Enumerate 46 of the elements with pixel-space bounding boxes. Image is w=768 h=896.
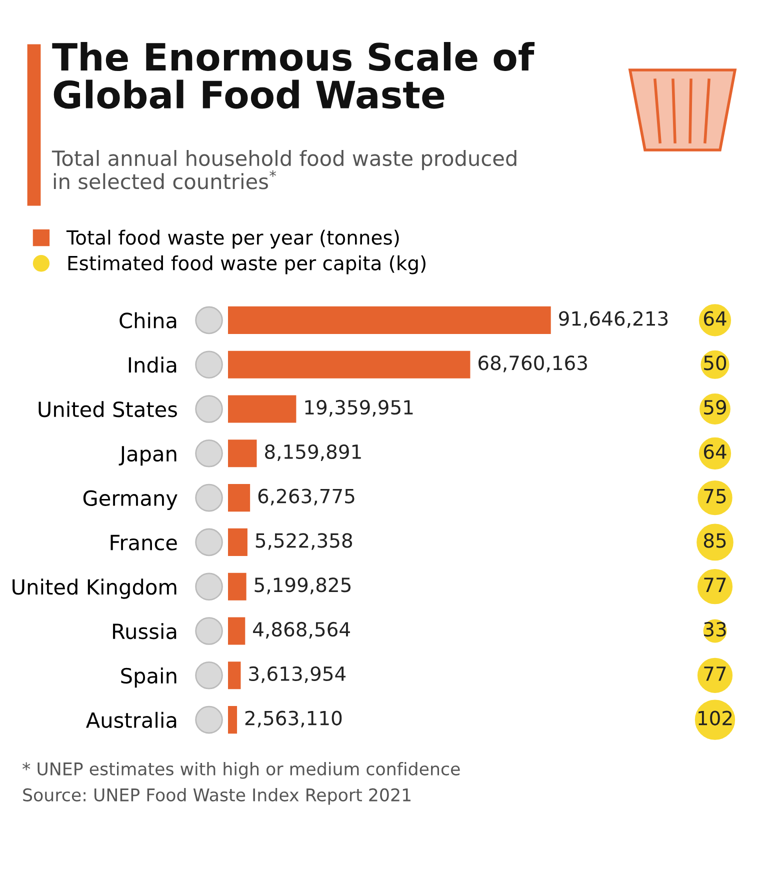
data-label: 59 [704,400,726,415]
y-tick-label: Spain [121,667,176,688]
data-label: 75 [704,488,726,504]
y-tick-label: Germany [83,490,178,510]
data-label: 33 [704,622,726,637]
data-label: 85 [704,533,726,548]
bar [228,306,551,334]
data-label: 50 [704,356,726,370]
chart-subtitle: Total annual household food waste produced in selected countries$^{*}$ [52,150,516,190]
data-label: 91,646,213 [559,311,668,328]
chart-title: The Enormous Scale of Global Food Waste [52,42,535,109]
text: * UNEP estimates with high or medium confidence [22,762,460,779]
y-tick-label: Australia [86,712,176,728]
bar [228,662,241,690]
data-label: 5,522,358 [256,533,352,550]
data-label: 19,359,951 [305,400,413,417]
bar [228,617,246,645]
y-tick-label: United States [38,401,177,418]
legend-label: Total food waste per year (tonnes) [66,230,399,249]
bar [228,572,246,600]
data-label: 3,613,954 [249,666,346,684]
data-label: 2,563,110 [245,710,342,728]
data-label: 8,159,891 [265,444,361,462]
y-tick-label: Japan [118,446,176,466]
y-tick-label: China [120,312,176,328]
bar [228,528,248,556]
y-tick-label: United Kingdom [12,578,176,599]
data-label: 77 [704,666,726,681]
source-note: Source: UNEP Food Waste Index Report 2021 [23,788,410,805]
data-label: 6,263,775 [258,488,354,506]
data-label: 4,868,564 [253,622,350,639]
y-tick-label: France [110,534,177,550]
y-tick-label: India [128,356,176,373]
data-label: 68,760,163 [478,356,587,372]
bar [228,706,238,734]
bar [228,395,296,423]
data-label: 64 [704,444,726,460]
data-label: 102 [698,710,732,726]
bar [228,350,470,378]
data-label: 77 [704,578,726,592]
legend-label: Estimated food waste per capita (kg) [68,255,426,274]
bar [228,484,250,512]
data-label: 64 [704,311,726,326]
bar [228,440,257,468]
data-label: 5,199,825 [254,578,351,594]
y-tick-label: Russia [113,623,176,640]
